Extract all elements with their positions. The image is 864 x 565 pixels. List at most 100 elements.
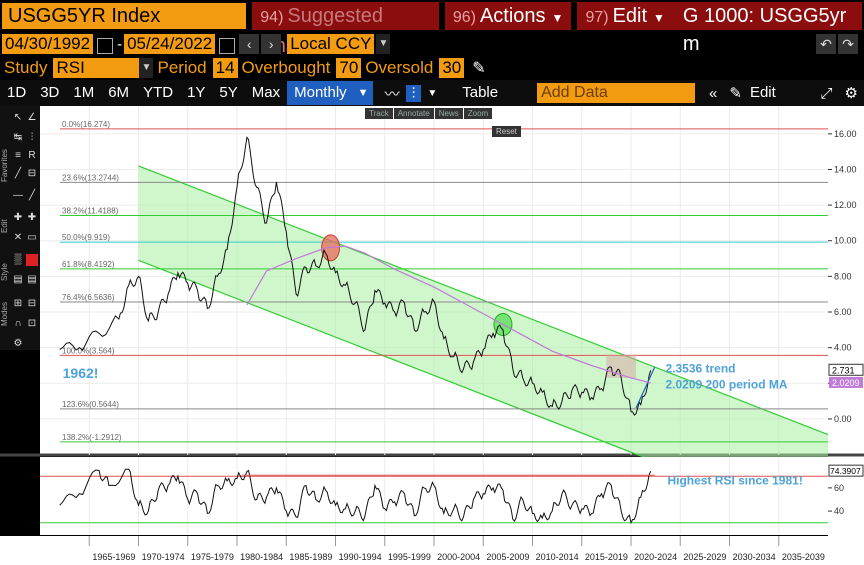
overbought-label: Overbought: [241, 58, 331, 77]
edit-button[interactable]: 97) Edit ▼: [577, 2, 673, 30]
text-tool-icon[interactable]: R: [28, 150, 36, 161]
hline-tool-icon[interactable]: —: [13, 190, 23, 201]
chevron-down-icon[interactable]: ▼: [353, 81, 373, 105]
annotation-ma: 2.0209 200 period MA: [665, 378, 787, 392]
last-value-label: 2.731: [832, 365, 855, 375]
snap-icon[interactable]: ⊡: [27, 318, 37, 329]
calendar-icon[interactable]: [219, 38, 236, 54]
gear-icon[interactable]: ⚙: [844, 85, 858, 102]
study-label: Study: [4, 58, 48, 77]
y-tick-label: 4.00: [834, 343, 852, 353]
rsi-tick-label: 60: [834, 483, 844, 493]
study-bar: Study RSI ▼ Period 14 Overbought 70 Over…: [0, 56, 864, 80]
chevron-down-icon[interactable]: ▼: [139, 58, 154, 78]
prev-arrow-icon[interactable]: ‹: [239, 34, 260, 54]
edit-chart-button[interactable]: Edit Chart: [749, 84, 787, 125]
add-data-input[interactable]: Add Data: [537, 83, 696, 103]
undo-icon[interactable]: ↶: [816, 34, 836, 54]
oversold-label: Oversold: [365, 58, 434, 77]
fib-level-label: 100.0%(3.564): [62, 346, 115, 355]
chart-settings-icon[interactable]: ⤢: [820, 84, 833, 102]
ma-value-tag: [829, 376, 863, 388]
line-width-icon[interactable]: ▤: [27, 274, 37, 285]
start-date-input[interactable]: 04/30/1992: [2, 34, 94, 54]
fib-tool-icon[interactable]: ≡: [15, 150, 21, 161]
fib-level-label: 23.6%(13.2744): [62, 173, 119, 182]
chevron-down-icon: ▼: [551, 11, 564, 25]
bar-chart-icon[interactable]: ⫶: [405, 84, 422, 102]
x-tick-label: 1975-1979: [191, 552, 234, 562]
x-tick-label: 2010-2014: [536, 552, 579, 562]
color-swatch-icon[interactable]: [26, 254, 38, 266]
trend-tool-icon[interactable]: ╱: [14, 168, 22, 179]
plus-icon[interactable]: ✚: [13, 212, 23, 223]
date-range-bar: 04/30/1992 - 05/24/2022 ‹ › Local CCY ▼ …: [0, 32, 864, 56]
study-select[interactable]: RSI: [53, 58, 140, 78]
y-tick-label: 12.00: [834, 200, 857, 210]
actions-label: Actions: [479, 5, 546, 27]
currency-select[interactable]: Local CCY: [287, 34, 375, 54]
line-chart-icon[interactable]: 〰: [384, 85, 400, 103]
y-tick-label: 16.00: [834, 129, 857, 139]
chevron-down-icon[interactable]: ▼: [376, 34, 391, 54]
table-button[interactable]: Table: [462, 84, 499, 101]
line-style-icon[interactable]: ▤: [13, 274, 23, 285]
period-button[interactable]: YTD: [143, 84, 174, 101]
rsi-tick-label: 40: [834, 506, 844, 516]
track-button[interactable]: Track: [365, 108, 393, 119]
suggested-charts-button[interactable]: 94)Suggested Charts: [252, 2, 439, 57]
fib-level-label: 76.4%(6.5636): [62, 293, 115, 302]
edit-num: 97): [585, 9, 609, 26]
reset-button[interactable]: Reset: [492, 126, 521, 137]
next-arrow-icon[interactable]: ›: [261, 34, 282, 54]
actions-button[interactable]: 96) Actions ▼: [444, 2, 572, 30]
cursor-icon[interactable]: ↖: [13, 112, 23, 123]
chart-tool-icon[interactable]: ⫶: [30, 132, 34, 143]
y-axis-background: [828, 106, 864, 536]
period-input[interactable]: 14: [212, 58, 238, 78]
moving-average-line: [246, 245, 651, 384]
period-button[interactable]: 1M: [73, 84, 95, 101]
pencil-icon[interactable]: ✎: [729, 85, 742, 102]
arrow-tool-icon[interactable]: ✚: [27, 212, 37, 223]
mode-icon[interactable]: ⊞: [13, 298, 23, 309]
chevron-down-icon[interactable]: ▼: [427, 87, 438, 99]
pen-icon[interactable]: ∠: [27, 112, 37, 123]
zoom-button[interactable]: Zoom: [463, 108, 493, 119]
edit-label: Edit: [612, 5, 648, 27]
redo-icon[interactable]: ↷: [838, 34, 858, 54]
period-button[interactable]: Max: [251, 84, 281, 101]
news-button[interactable]: News: [434, 108, 463, 119]
trend-channel: [138, 165, 828, 529]
collapse-icon[interactable]: «: [709, 84, 718, 102]
ticker-field[interactable]: USGG5YR Index: [2, 3, 247, 29]
overbought-input[interactable]: 70: [336, 58, 362, 78]
x-tick-label: 1985-1989: [289, 552, 332, 562]
frequency-select[interactable]: Monthly: [287, 81, 354, 105]
period-button[interactable]: 1Y: [187, 84, 206, 101]
end-date-input[interactable]: 05/24/2022: [124, 34, 216, 54]
channel-tool-icon[interactable]: ⊟: [27, 168, 37, 179]
period-button[interactable]: 6M: [108, 84, 130, 101]
mode-icon[interactable]: ⊟: [27, 298, 37, 309]
period-button[interactable]: 5Y: [219, 84, 238, 101]
magnet-icon[interactable]: ∩: [14, 318, 22, 329]
annotate-button[interactable]: Annotate: [393, 108, 434, 119]
period-button[interactable]: 1D: [7, 84, 27, 101]
drawing-sidebar: Favorites Edit Style Modes ↖ ∠ ↹ ⫶ ≡ R ╱…: [0, 106, 40, 350]
y-tick-label: 6.00: [834, 307, 852, 317]
cross-icon[interactable]: ✕: [13, 232, 23, 243]
delete-icon[interactable]: ▭: [27, 232, 37, 243]
palette-icon[interactable]: ▒: [14, 254, 22, 265]
x-tick-label: 2020-2024: [634, 552, 677, 562]
calendar-icon[interactable]: [97, 38, 114, 54]
period-button[interactable]: 3D: [40, 84, 60, 101]
line-tool-icon[interactable]: ↹: [13, 132, 23, 143]
oversold-input[interactable]: 30: [439, 58, 465, 78]
price-line: [59, 136, 652, 416]
gear-icon[interactable]: ⚙: [13, 338, 23, 349]
ray-tool-icon[interactable]: ╱: [28, 190, 36, 201]
rsi-value-tag: [828, 464, 864, 477]
pencil-icon[interactable]: ✎: [472, 60, 486, 77]
chart-area[interactable]: 0.0%(16.274) 23.6%(13.2744) 38.2%(11.4188)…: [0, 106, 864, 565]
